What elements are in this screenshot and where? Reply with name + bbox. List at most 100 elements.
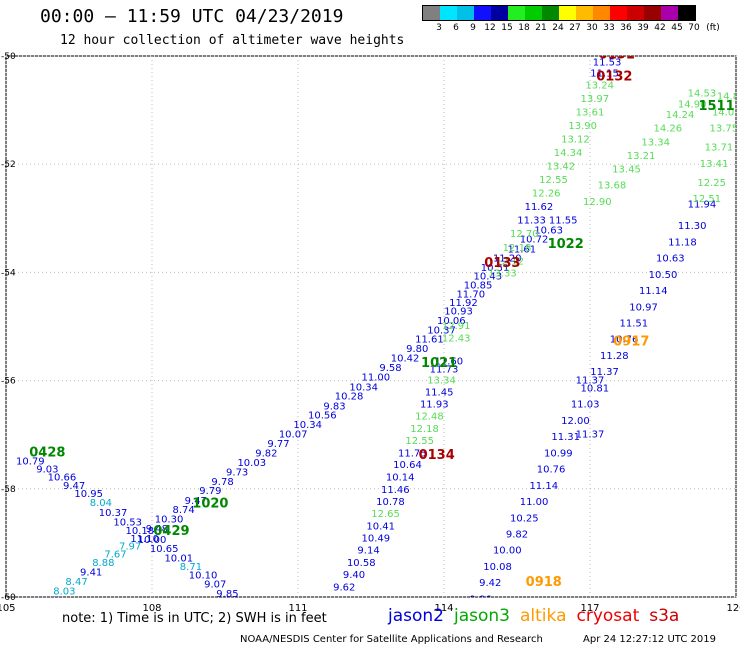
legend-label: 18 [518, 23, 530, 33]
wave-height-label: 8.74 [173, 505, 195, 516]
wave-height-label: 11.37 [590, 367, 619, 378]
wave-height-label: 11.92 [449, 298, 478, 309]
wave-height-label: 9.41 [80, 567, 102, 578]
legend-swatch [423, 6, 440, 20]
wave-height-label: 10.25 [510, 513, 539, 524]
wave-height-label: 10.14 [386, 473, 415, 484]
pass-time-label: 1021 [421, 356, 457, 371]
legend-label: 12 [484, 23, 496, 33]
color-legend: 3 6 9 12 15 18 21 24 27 30 33 36 39 42 45 70 (ft) [422, 5, 720, 37]
wave-height-label: 11.53 [593, 58, 622, 69]
wave-height-label: 11.15 [590, 69, 619, 80]
wave-height-label: 10.37 [99, 508, 128, 519]
wave-height-label: 10.76 [610, 335, 639, 346]
wave-height-label: 9.03 [36, 465, 58, 476]
longitude-tick-label: 120 [726, 603, 740, 614]
wave-height-label: 10.03 [237, 458, 266, 469]
wave-height-label: 9.82 [255, 448, 277, 459]
wave-height-label: 13.68 [598, 181, 627, 192]
wave-height-label: 14.85 [717, 91, 740, 102]
wave-height-label: 11.94 [688, 199, 717, 210]
wave-height-label: 11.75 [398, 448, 427, 459]
latitude-tick-label: -56 [1, 377, 16, 387]
wave-height-label: 12.55 [539, 175, 568, 186]
pass-time-label: 0428 [29, 445, 65, 460]
wave-height-label: 11.37 [576, 429, 605, 440]
longitude-tick-label: 117 [580, 603, 599, 614]
wave-height-label: 12.48 [415, 412, 444, 423]
wave-height-label: 10.00 [138, 535, 167, 546]
wave-height-label: 11.03 [571, 400, 600, 411]
wave-height-label: 9.07 [204, 579, 226, 590]
wave-height-label: 10.10 [189, 571, 218, 582]
satellite-jason2: jason2 [388, 606, 444, 626]
wave-height-label: 9.33 [41, 595, 63, 606]
wave-height-label: 11.14 [529, 481, 558, 492]
wave-height-label: 11.28 [600, 351, 629, 362]
wave-height-label: 11.60 [435, 356, 464, 367]
wave-height-label: 14.26 [654, 124, 683, 135]
wave-height-label: 10.00 [493, 546, 522, 557]
legend-swatch [508, 6, 525, 20]
wave-height-label: 14.53 [688, 89, 717, 100]
wave-height-label: 11.37 [576, 375, 605, 386]
footnote: note: 1) Time is in UTC; 2) SWH is in fe… [62, 611, 327, 626]
wave-height-label: 14.90 [678, 99, 707, 110]
wave-height-label: 11.61 [508, 244, 537, 255]
legend-label: 30 [586, 23, 598, 33]
latitude-tick-label: -60 [1, 593, 16, 603]
wave-height-label: 11.00 [362, 373, 391, 384]
pass-time-label: 1511 [698, 99, 734, 114]
wave-height-label: 9.47 [63, 481, 85, 492]
wave-height-label: 13.21 [627, 151, 656, 162]
wave-height-label: 10.37 [427, 326, 456, 337]
legend-swatch [678, 6, 695, 20]
wave-height-label: 10.85 [464, 281, 493, 292]
legend-label: (ft) [706, 23, 720, 33]
wave-height-label: 10.43 [473, 271, 502, 282]
wave-height-label: 12.18 [503, 243, 532, 254]
legend-swatch [593, 6, 610, 20]
wave-height-label: 10.76 [537, 465, 566, 476]
wave-height-label: 10.30 [155, 514, 184, 525]
wave-height-label: 10.93 [444, 307, 473, 318]
satellite-legend: jason2 jason3 altika cryosat s3a [388, 606, 689, 626]
satellite-s3a: s3a [649, 606, 680, 626]
wave-height-label: 10.63 [534, 225, 563, 236]
legend-swatch [644, 6, 661, 20]
wave-height-label: 10.41 [366, 521, 395, 532]
wave-height-label: 10.99 [544, 448, 573, 459]
wave-height-label: 12.55 [405, 436, 434, 447]
wave-height-label: 10.50 [649, 270, 678, 281]
map-data-layer: 10.799.0310.669.4710.958.0410.3710.5310.… [16, 56, 740, 606]
wave-height-label: 9.83 [323, 401, 345, 412]
wave-height-label: 14.24 [666, 110, 695, 121]
wave-height-label: 9.42 [479, 578, 501, 589]
pass-time-label: 1020 [192, 497, 228, 512]
satellite-altika: altika [520, 606, 567, 626]
wave-height-label: 10.18 [126, 526, 155, 537]
legend-label: 21 [535, 23, 547, 33]
wave-height-label: 10.64 [393, 460, 422, 471]
wave-height-label: 14.03 [712, 108, 740, 119]
wave-height-label: 14.34 [554, 148, 583, 159]
wave-height-label: 11.73 [430, 364, 459, 375]
wave-height-label: 13.71 [705, 143, 734, 154]
longitude-tick-label: 105 [0, 603, 16, 614]
legend-label: 70 [688, 23, 700, 33]
wave-height-label: 11.93 [420, 400, 449, 411]
wave-height-label: 11.14 [639, 286, 668, 297]
wave-height-label: 10.58 [347, 558, 376, 569]
wave-height-label: 10.49 [362, 533, 391, 544]
legend-label: 36 [620, 23, 632, 33]
legend-swatch [576, 6, 593, 20]
wave-height-label: 9.14 [357, 546, 379, 557]
legend-swatch [525, 6, 542, 20]
wave-height-label: 10.08 [483, 562, 512, 573]
wave-height-label: 10.53 [113, 518, 142, 529]
wave-height-label: 8.47 [65, 577, 87, 588]
legend-swatch [542, 6, 559, 20]
pass-time-label: 0133 [484, 256, 520, 271]
wave-height-label: 8.71 [180, 562, 202, 573]
wave-height-label: 10.34 [349, 382, 378, 393]
